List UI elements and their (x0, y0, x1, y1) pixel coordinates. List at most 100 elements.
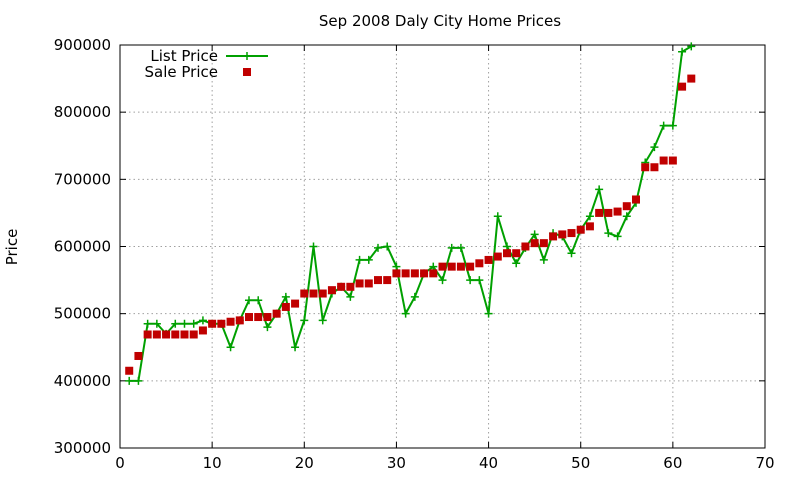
tick-layer: 0 10 20 30 40 50 60 70 300000 400000 500000 600000 7… (54, 36, 775, 472)
sale-price-point (429, 269, 438, 278)
list-price-point (622, 212, 631, 221)
list-price-point (456, 243, 465, 252)
sale-price-point (226, 317, 235, 326)
y-tick-label: 500000 (54, 305, 111, 323)
sale-price-point (309, 289, 318, 298)
x-tick-label: 10 (203, 454, 222, 472)
list-price-point (263, 323, 272, 332)
list-price-point (355, 255, 364, 264)
sale-price-point (254, 313, 263, 322)
sale-price-point (549, 232, 558, 241)
list-price-point (512, 259, 521, 268)
list-price-point (493, 212, 502, 221)
x-tick-label: 0 (115, 454, 125, 472)
sale-price-point (152, 330, 161, 339)
series-layer (125, 42, 696, 385)
sale-price-point (401, 269, 410, 278)
sale-price-point (189, 330, 198, 339)
list-price-point (226, 343, 235, 352)
sale-price-point (585, 222, 594, 231)
sale-price-point (567, 229, 576, 238)
legend-marker-list-price (243, 52, 251, 60)
x-tick-label: 50 (571, 454, 590, 472)
list-price-point (604, 229, 613, 238)
list-price-point (374, 243, 382, 252)
sale-price-point (208, 319, 217, 328)
sale-price-point (198, 326, 207, 335)
list-price-point (475, 276, 484, 285)
list-price-point (503, 242, 511, 251)
list-price-point (152, 319, 161, 328)
sale-price-point (447, 262, 456, 271)
list-price-point (180, 319, 189, 328)
sale-price-point (245, 313, 253, 322)
sale-price-point (530, 239, 539, 248)
list-price-point (678, 47, 687, 56)
y-tick-label: 800000 (54, 103, 111, 121)
sale-price-point (668, 156, 677, 165)
list-price-point (198, 316, 207, 325)
list-price-point (189, 319, 198, 328)
list-price-point (650, 143, 659, 152)
sale-price-point (364, 279, 373, 288)
y-tick-label: 300000 (54, 439, 111, 457)
sale-price-point (263, 313, 272, 322)
sale-price-point (125, 366, 134, 375)
sale-price-point (438, 262, 447, 271)
list-price-point (281, 292, 290, 301)
list-price-point (668, 121, 677, 130)
plot-frame (119, 44, 766, 449)
list-price-point (291, 343, 300, 352)
list-price-point (401, 309, 410, 318)
list-price-point (346, 292, 355, 301)
list-price-point (392, 262, 401, 271)
list-price-point (429, 262, 438, 271)
sale-price-point (346, 282, 355, 291)
list-price-point (585, 212, 594, 221)
legend-label-list-price: List Price (150, 47, 218, 65)
sale-price-point (539, 239, 548, 248)
sale-price-point (613, 207, 622, 216)
list-price-point (447, 243, 456, 252)
x-tick-label: 20 (295, 454, 314, 472)
sale-price-point (374, 276, 382, 285)
list-price-point (309, 242, 318, 251)
sale-price-point (595, 208, 604, 217)
sale-price-point (466, 262, 475, 271)
list-price-point (438, 276, 447, 285)
sale-price-point (604, 208, 613, 217)
sale-price-point (475, 259, 484, 268)
sale-price-point (281, 302, 290, 311)
list-price-point (466, 276, 475, 285)
sale-price-point (162, 330, 171, 339)
chart-title: Sep 2008 Daly City Home Prices (319, 12, 561, 30)
sale-price-point (641, 163, 650, 172)
sale-price-point (484, 255, 493, 264)
x-tick-label: 70 (755, 454, 774, 472)
y-tick-label: 900000 (54, 36, 111, 54)
list-price-point (659, 121, 668, 130)
list-price-point (613, 232, 622, 241)
sale-price-point (143, 330, 152, 339)
legend-swatch-sale-price (243, 68, 251, 76)
sale-price-point (392, 269, 401, 278)
list-price-point (595, 185, 604, 194)
sale-price-point (300, 289, 309, 298)
sale-price-point (383, 276, 392, 285)
list-price-point (383, 242, 392, 251)
list-price-point (530, 230, 539, 239)
sale-price-point (493, 252, 502, 261)
sale-price-point (622, 202, 631, 211)
sale-price-point (420, 269, 429, 278)
sale-price-point (272, 309, 281, 318)
list-price-point (364, 255, 373, 264)
sale-price-point (632, 195, 640, 204)
list-price-point (539, 255, 548, 264)
sale-price-point (410, 269, 419, 278)
sale-price-point (291, 299, 300, 308)
list-price-point (567, 249, 576, 258)
y-tick-label: 600000 (54, 238, 111, 256)
y-tick-label: 400000 (54, 372, 111, 390)
sale-price-point (659, 156, 668, 165)
